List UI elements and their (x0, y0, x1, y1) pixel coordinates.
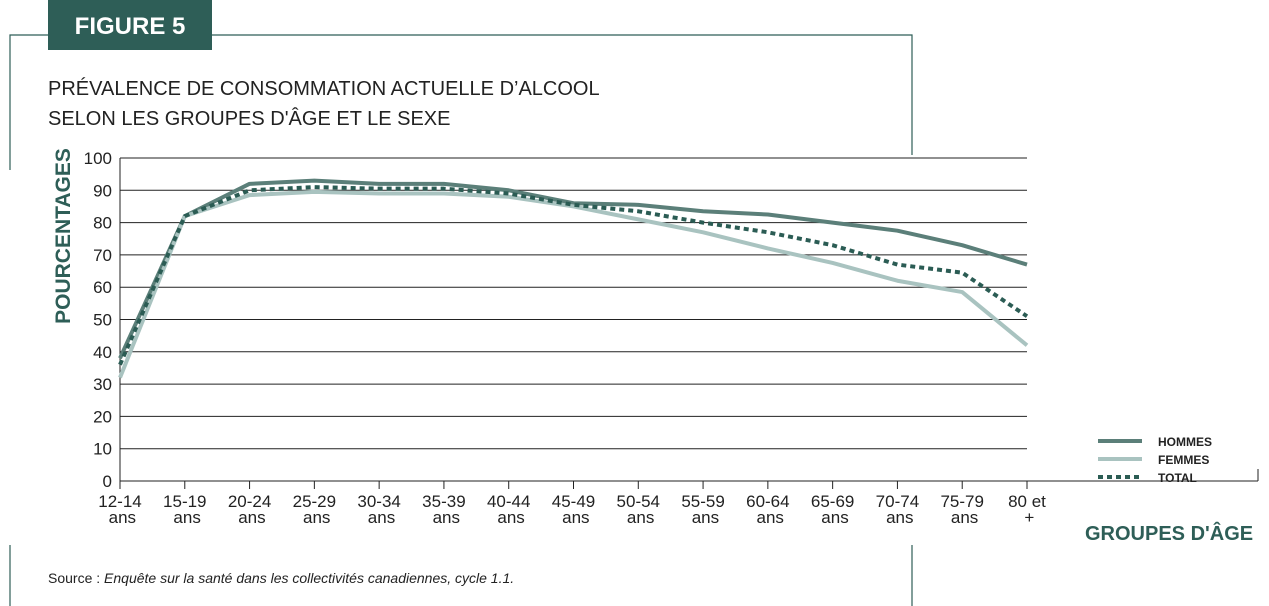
x-tick-label-line: 20-24 (228, 492, 271, 511)
legend-label: FEMMES (1158, 453, 1209, 467)
y-tick-label: 20 (93, 407, 112, 426)
x-tick-label: 70-74 ans (876, 492, 919, 527)
source: Source : Enquête sur la santé dans les c… (48, 570, 514, 586)
x-tick-label-line: ans (881, 508, 913, 527)
y-axis-label: POURCENTAGES (52, 148, 75, 324)
legend-label: TOTAL (1158, 471, 1197, 485)
series-line (118, 185, 1029, 366)
x-tick-label-line: 45-49 (552, 492, 595, 511)
x-tick-label-line: ans (752, 508, 784, 527)
chart-title: SELON LES GROUPES D'ÂGE ET LE SEXE (48, 107, 450, 130)
figure-badge (48, 0, 212, 50)
x-tick-label: 15-19 ans (163, 492, 206, 527)
y-tick-label: 80 (93, 214, 112, 233)
y-tick-label: 0 (103, 472, 112, 491)
y-tick-label: 90 (93, 181, 112, 200)
x-tick-label-line: ans (493, 508, 525, 527)
x-tick-label: 12-14 ans (98, 492, 141, 527)
frame (9, 34, 913, 606)
x-tick-label-line: ans (687, 508, 719, 527)
frame-top (9, 34, 913, 170)
x-tick-label-line: ans (428, 508, 460, 527)
source-text: Enquête sur la santé dans les collectivi… (104, 570, 514, 586)
x-tick-label-line: ans (104, 508, 136, 527)
x-tick-label-line: 65-69 (811, 492, 854, 511)
x-tick-label-line: ans (557, 508, 589, 527)
x-tick-label-line: 25-29 (293, 492, 336, 511)
x-tick-label-line: 35-39 (422, 492, 465, 511)
x-tick-label: 30-34 ans (357, 492, 400, 527)
series-line (118, 178, 1028, 360)
x-tick-label: 35-39 ans (422, 492, 465, 527)
x-tick-label-line: ans (622, 508, 654, 527)
x-tick-label-line: 55-59 (681, 492, 724, 511)
source-label: Source : (48, 570, 100, 586)
chart-title: PRÉVALENCE DE CONSOMMATION ACTUELLE D’AL… (48, 77, 600, 100)
x-tick-label: 40-44 ans (487, 492, 530, 527)
x-tick-label-line: 12-14 (98, 492, 141, 511)
x-tick-label: 25-29 ans (293, 492, 336, 527)
x-tick-label-line: 60-64 (746, 492, 789, 511)
series-line (118, 189, 1029, 379)
figure-label: FIGURE 5 (75, 13, 186, 40)
x-tick-label-line: 30-34 (357, 492, 400, 511)
y-tick-label: 60 (93, 278, 112, 297)
x-tick-label-line: 70-74 (876, 492, 919, 511)
x-tick-label-line: 80 et (1008, 492, 1046, 511)
x-tick-label: 65-69 ans (811, 492, 854, 527)
y-tick-label: 100 (84, 149, 112, 168)
x-tick-label-line: + (1020, 508, 1035, 527)
x-tick-label: 45-49 ans (552, 492, 595, 527)
x-tick-label-line: ans (363, 508, 395, 527)
x-tick-label: 75-79 ans (940, 492, 983, 527)
x-tick-label-line: 50-54 (617, 492, 660, 511)
x-tick-label-line: ans (946, 508, 978, 527)
x-tick-label: 60-64 ans (746, 492, 789, 527)
x-tick-label-line: 15-19 (163, 492, 206, 511)
x-tick-label: 80 et + (1008, 492, 1046, 527)
x-tick-label-line: 75-79 (940, 492, 983, 511)
x-tick-label-line: ans (169, 508, 201, 527)
y-tick-label: 70 (93, 246, 112, 265)
x-tick-label-line: ans (298, 508, 330, 527)
x-tick-label: 20-24 ans (228, 492, 271, 527)
x-tick-label-line: ans (234, 508, 266, 527)
x-tick-label: 50-54 ans (617, 492, 660, 527)
y-tick-label: 10 (93, 440, 112, 459)
y-tick-label: 30 (93, 375, 112, 394)
x-tick-label-line: 40-44 (487, 492, 530, 511)
x-axis-label: GROUPES D'ÂGE (1085, 521, 1253, 545)
x-tick-label: 55-59 ans (681, 492, 724, 527)
x-tick-label-line: ans (817, 508, 849, 527)
legend-label: HOMMES (1158, 435, 1212, 449)
y-tick-label: 50 (93, 311, 112, 330)
y-tick-label: 40 (93, 343, 112, 362)
